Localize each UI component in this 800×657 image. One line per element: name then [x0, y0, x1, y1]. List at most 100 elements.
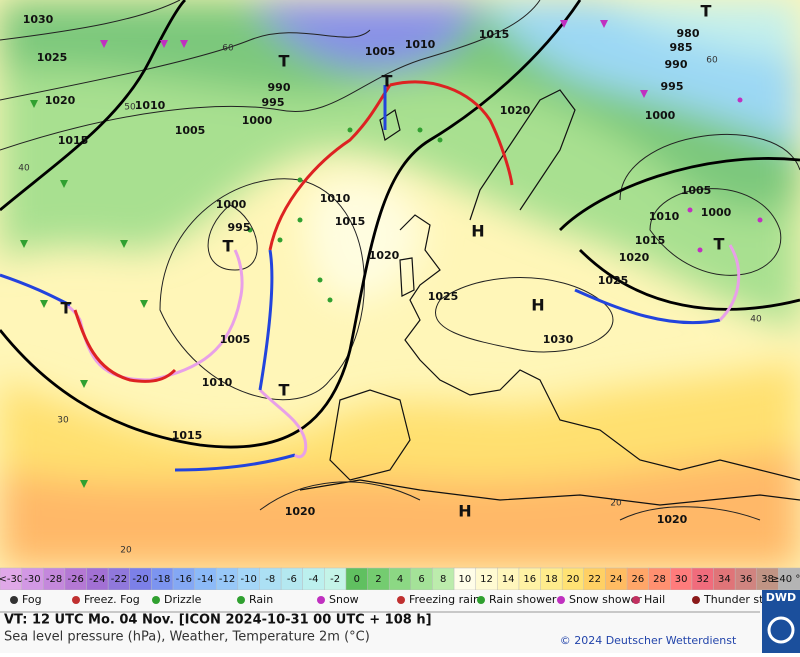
legend-label: Rain — [249, 593, 273, 606]
fronts — [0, 80, 741, 472]
isobar-label: 1000 — [216, 198, 247, 211]
pressure-center: T — [714, 235, 725, 254]
scale-label: 8 — [440, 574, 446, 585]
scale-label: 2 — [375, 574, 381, 585]
legend-label: Freezing rain — [409, 593, 480, 606]
scale-label: -22 — [111, 574, 127, 585]
isobar-label: 1010 — [649, 210, 680, 223]
legend-icon — [237, 596, 245, 604]
dwd-logo-text: DWD — [766, 591, 796, 604]
isobar-label: 1030 — [543, 333, 574, 346]
isobar-label: 1020 — [657, 513, 688, 526]
scale-label: <-30 — [0, 574, 23, 585]
isobar-label: 985 — [670, 41, 693, 54]
isobar-label: 1005 — [365, 45, 396, 58]
pressure-center: H — [471, 222, 484, 241]
isobar-label: 1020 — [619, 251, 650, 264]
scale-label: -20 — [132, 574, 148, 585]
scale-label: 0 — [354, 574, 360, 585]
legend-label: Drizzle — [164, 593, 202, 606]
main-isobars — [0, 0, 800, 449]
isotherm-label: 20 — [610, 499, 622, 509]
scale-label: 6 — [418, 574, 424, 585]
isobar-label: 1010 — [202, 376, 233, 389]
isobar-label: 1005 — [220, 333, 251, 346]
isotherm-label: 30 — [57, 416, 69, 426]
isobar-label: 990 — [268, 81, 291, 94]
scale-label: 24 — [610, 574, 623, 585]
isotherm-label: 60 — [706, 56, 718, 66]
scale-label: -10 — [240, 574, 256, 585]
isobar-label: 995 — [262, 96, 285, 109]
isobar-label: 1025 — [428, 290, 459, 303]
legend-icon — [557, 596, 565, 604]
isobar-label: 1020 — [369, 249, 400, 262]
pressure-center: T — [223, 237, 234, 256]
isobar-label: 980 — [677, 27, 700, 40]
scale-label: 34 — [718, 574, 731, 585]
scale-label: 18 — [545, 574, 558, 585]
isotherm-label: 40 — [18, 164, 30, 174]
isobar-label: 995 — [661, 80, 684, 93]
legend-label: Snow — [329, 593, 359, 606]
valid-time: VT: 12 UTC Mo. 04 Nov. [ICON 2024-10-31 … — [4, 613, 432, 628]
scale-label: -4 — [309, 574, 319, 585]
description: Sea level pressure (hPa), Weather, Tempe… — [4, 630, 370, 645]
legend-label: Freez. Fog — [84, 593, 140, 606]
scale-label: -26 — [68, 574, 84, 585]
scale-label: 30 — [675, 574, 688, 585]
scale-label: 32 — [696, 574, 709, 585]
legend-label: Hail — [644, 593, 665, 606]
scale-label: 28 — [653, 574, 666, 585]
scale-label: -6 — [287, 574, 297, 585]
legend-icon — [152, 596, 160, 604]
pressure-center: H — [531, 296, 544, 315]
isobar-label: 1015 — [635, 234, 666, 247]
isobar-label: 1015 — [58, 134, 89, 147]
weather-symbols — [20, 20, 763, 488]
legend-label: Rain shower — [489, 593, 557, 606]
pressure-center: T — [279, 381, 290, 400]
copyright: © 2024 Deutscher Wetterdienst — [560, 634, 737, 647]
isobar-label: 1010 — [320, 192, 351, 205]
isobar-label: 995 — [228, 221, 251, 234]
scale-label: 22 — [588, 574, 601, 585]
legend-icon — [477, 596, 485, 604]
dwd-logo-icon — [767, 616, 795, 644]
scale-label: -16 — [176, 574, 192, 585]
map: 1030102510201015101010051000995990100510… — [0, 0, 800, 568]
isobar-label: 1010 — [405, 38, 436, 51]
isobar-label: 1000 — [242, 114, 273, 127]
legend-icon — [692, 596, 700, 604]
coastlines — [299, 89, 800, 506]
scale-label: 14 — [502, 574, 515, 585]
isobar-label: 1000 — [645, 109, 676, 122]
scale-label: -30 — [24, 574, 40, 585]
pressure-center: H — [458, 502, 471, 521]
pressure-center: T — [279, 52, 290, 71]
scale-label: 26 — [631, 574, 644, 585]
isobar-label: 1015 — [172, 429, 203, 442]
isotherm-label: 40 — [750, 315, 762, 325]
isobar-label: 1000 — [701, 206, 732, 219]
scale-label: 4 — [397, 574, 403, 585]
scale-label: -24 — [89, 574, 105, 585]
isobar-label: 990 — [665, 58, 688, 71]
legend-label: Fog — [22, 593, 42, 606]
isotherm-label: 60 — [222, 44, 234, 54]
isobar-label: 1015 — [479, 28, 510, 41]
scale-label: -2 — [330, 574, 340, 585]
isobars — [0, 0, 800, 521]
scale-label: -12 — [219, 574, 235, 585]
scale-label: -28 — [46, 574, 62, 585]
scale-label: 12 — [480, 574, 493, 585]
isobar-label: 1005 — [681, 184, 712, 197]
pressure-center: T — [701, 2, 712, 21]
isobar-label: 1030 — [23, 13, 54, 26]
legend-icon — [72, 596, 80, 604]
legend-icon — [397, 596, 405, 604]
isotherm-label: 50 — [124, 103, 136, 113]
isobar-label: 1005 — [175, 124, 206, 137]
isotherm-label: 20 — [120, 546, 132, 556]
isobar-label: 1025 — [37, 51, 68, 64]
